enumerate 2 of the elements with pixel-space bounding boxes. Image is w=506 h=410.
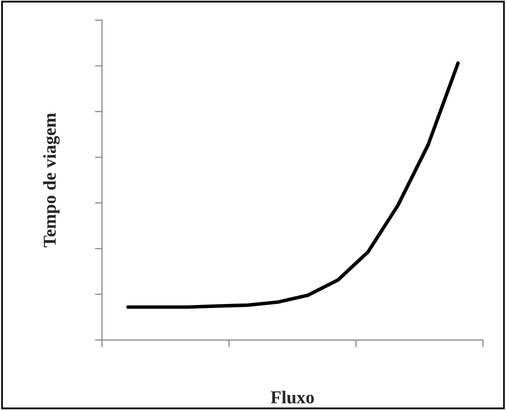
x-axis-title: Fluxo — [270, 390, 314, 404]
y-axis-title: Tempo de viagem — [43, 113, 60, 248]
